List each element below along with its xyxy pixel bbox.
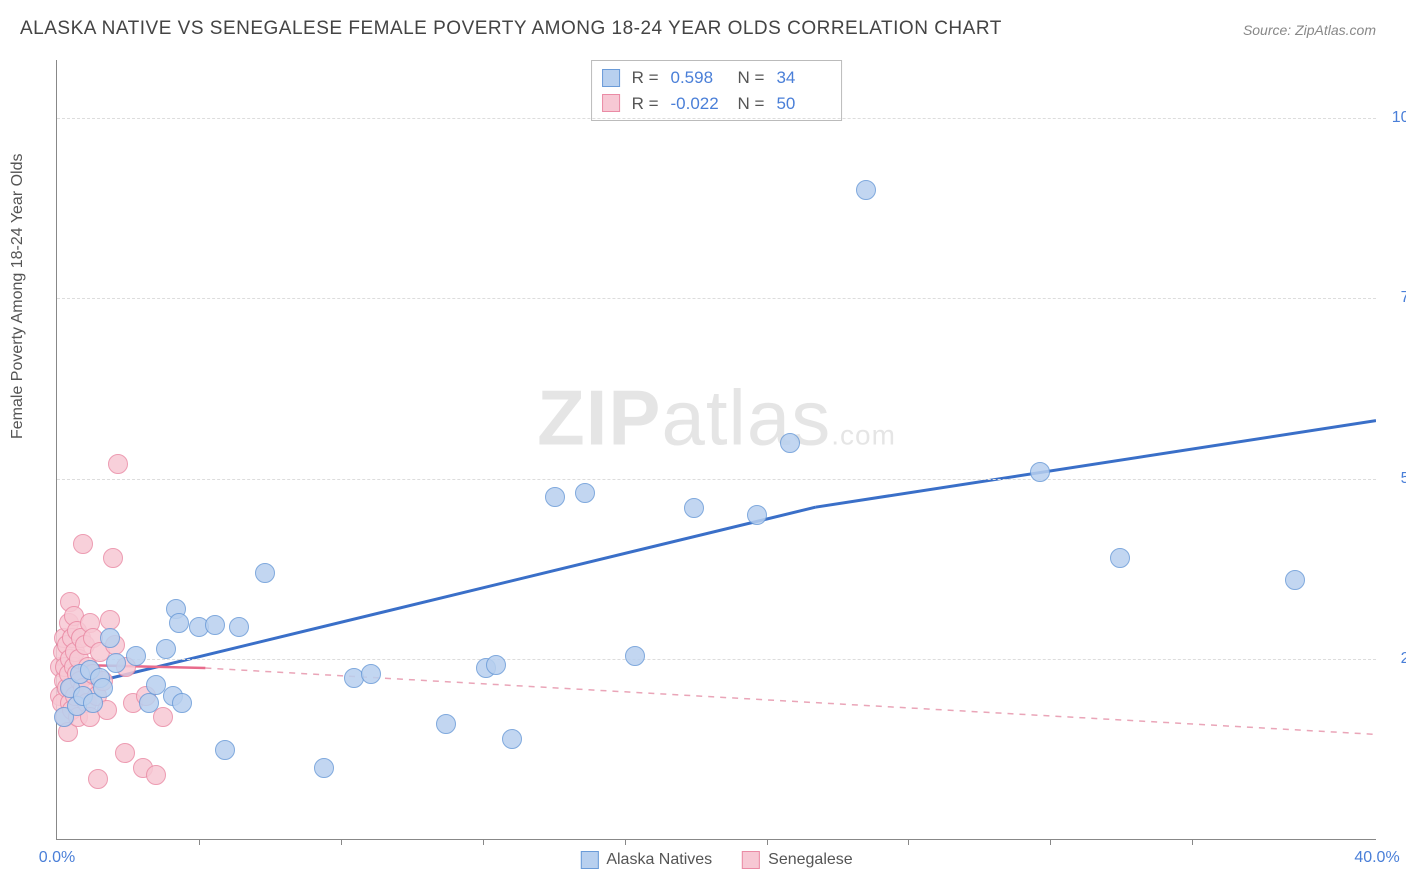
ytick-label: 100.0% bbox=[1386, 109, 1406, 127]
xtick-mark bbox=[625, 839, 626, 845]
legend-swatch bbox=[742, 851, 760, 869]
data-point bbox=[229, 617, 249, 637]
data-point bbox=[106, 653, 126, 673]
series-legend: Alaska Natives Senegalese bbox=[580, 851, 852, 869]
correlation-row: R = -0.022 N = 50 bbox=[602, 91, 832, 117]
data-point bbox=[169, 613, 189, 633]
data-point bbox=[100, 628, 120, 648]
xtick-mark bbox=[908, 839, 909, 845]
data-point bbox=[486, 655, 506, 675]
xtick-mark bbox=[341, 839, 342, 845]
trend-lines bbox=[57, 60, 1376, 839]
data-point bbox=[575, 483, 595, 503]
ytick-label: 50.0% bbox=[1386, 470, 1406, 488]
chart-title: ALASKA NATIVE VS SENEGALESE FEMALE POVER… bbox=[20, 18, 1002, 40]
data-point bbox=[1285, 570, 1305, 590]
n-value: 50 bbox=[776, 91, 831, 117]
data-point bbox=[156, 639, 176, 659]
series-legend-item: Alaska Natives bbox=[580, 851, 712, 869]
data-point bbox=[100, 610, 120, 630]
correlation-legend: R = 0.598 N = 34 R = -0.022 N = 50 bbox=[591, 60, 843, 121]
data-point bbox=[255, 563, 275, 583]
gridline bbox=[57, 118, 1376, 119]
xtick-mark bbox=[1050, 839, 1051, 845]
r-value: 0.598 bbox=[671, 65, 726, 91]
data-point bbox=[172, 693, 192, 713]
correlation-row: R = 0.598 N = 34 bbox=[602, 65, 832, 91]
data-point bbox=[747, 505, 767, 525]
series-label: Alaska Natives bbox=[606, 851, 712, 869]
xtick-mark bbox=[767, 839, 768, 845]
y-axis-label: Female Poverty Among 18-24 Year Olds bbox=[9, 154, 27, 440]
data-point bbox=[139, 693, 159, 713]
n-label: N = bbox=[738, 91, 765, 117]
gridline bbox=[57, 479, 1376, 480]
data-point bbox=[502, 729, 522, 749]
watermark: ZIPatlas.com bbox=[537, 373, 896, 464]
source-attribution: Source: ZipAtlas.com bbox=[1243, 22, 1376, 38]
data-point bbox=[625, 646, 645, 666]
data-point bbox=[436, 714, 456, 734]
data-point bbox=[1030, 462, 1050, 482]
data-point bbox=[215, 740, 235, 760]
data-point bbox=[684, 498, 704, 518]
data-point bbox=[856, 180, 876, 200]
gridline bbox=[57, 659, 1376, 660]
r-label: R = bbox=[632, 65, 659, 91]
data-point bbox=[1110, 548, 1130, 568]
data-point bbox=[361, 664, 381, 684]
series-legend-item: Senegalese bbox=[742, 851, 853, 869]
data-point bbox=[126, 646, 146, 666]
data-point bbox=[108, 454, 128, 474]
data-point bbox=[545, 487, 565, 507]
series-label: Senegalese bbox=[768, 851, 853, 869]
legend-swatch bbox=[602, 94, 620, 112]
data-point bbox=[103, 548, 123, 568]
plot-area: ZIPatlas.com R = 0.598 N = 34 R = -0.022 N = 50… bbox=[56, 60, 1376, 840]
legend-swatch bbox=[580, 851, 598, 869]
data-point bbox=[73, 534, 93, 554]
data-point bbox=[314, 758, 334, 778]
data-point bbox=[88, 769, 108, 789]
r-label: R = bbox=[632, 91, 659, 117]
data-point bbox=[146, 765, 166, 785]
xtick-label: 40.0% bbox=[1354, 849, 1399, 867]
gridline bbox=[57, 298, 1376, 299]
ytick-label: 75.0% bbox=[1386, 289, 1406, 307]
data-point bbox=[780, 433, 800, 453]
data-point bbox=[93, 678, 113, 698]
legend-swatch bbox=[602, 69, 620, 87]
xtick-mark bbox=[1192, 839, 1193, 845]
ytick-label: 25.0% bbox=[1386, 650, 1406, 668]
r-value: -0.022 bbox=[671, 91, 726, 117]
xtick-label: 0.0% bbox=[39, 849, 75, 867]
xtick-mark bbox=[483, 839, 484, 845]
n-label: N = bbox=[738, 65, 765, 91]
data-point bbox=[115, 743, 135, 763]
xtick-mark bbox=[199, 839, 200, 845]
n-value: 34 bbox=[776, 65, 831, 91]
data-point bbox=[205, 615, 225, 635]
